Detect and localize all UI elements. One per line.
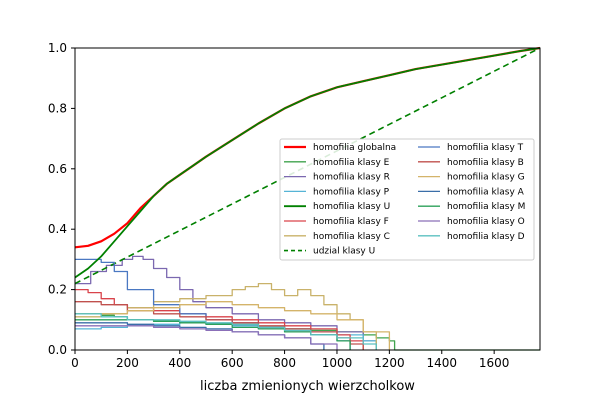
x-tick-label: 1600 [479, 356, 510, 370]
y-tick-label: 0.6 [48, 162, 67, 176]
series-line-homofilia-klasy-R [75, 255, 377, 350]
legend-label: homofilia klasy D [447, 232, 525, 242]
x-axis-label: liczba zmienionych wierzcholkow [200, 379, 415, 394]
y-tick-label: 0.8 [48, 101, 67, 115]
legend-label: homofilia klasy M [447, 202, 525, 212]
axis-ticks: 0 200 400 600 800 1000 1200 1400 1600 0.0 0.2 0.4 0.… [48, 41, 510, 370]
series-line-homofilia-klasy-D [75, 313, 377, 350]
plot-frame [74, 47, 541, 351]
x-tick-label: 0 [71, 356, 79, 370]
legend-label: homofilia klasy G [447, 173, 525, 183]
y-tick-label: 0.4 [48, 222, 67, 236]
legend-label: homofilia klasy C [313, 232, 390, 242]
series-line-homofilia-klasy-U [74, 47, 541, 279]
x-tick-label: 1400 [426, 356, 457, 370]
legend-label: udzial klasy U [313, 247, 375, 257]
x-tick-label: 1200 [374, 356, 405, 370]
legend-label: homofilia klasy P [313, 187, 390, 197]
legend-label: homofilia klasy A [447, 187, 525, 197]
x-tick-label: 1000 [322, 356, 353, 370]
y-tick-label: 0.0 [48, 343, 67, 357]
x-tick-label: 800 [273, 356, 296, 370]
legend-label: homofilia klasy B [447, 158, 524, 168]
legend-box [279, 138, 535, 261]
legend: homofilia globalna homofilia klasy E homof… [279, 138, 535, 261]
series-line-homofilia-klasy-G [75, 301, 391, 350]
x-tick-label: 400 [168, 356, 191, 370]
x-tick-label: 600 [221, 356, 244, 370]
y-tick-label: 0.2 [48, 283, 67, 297]
x-tick-label: 200 [116, 356, 139, 370]
legend-label: homofilia klasy E [313, 158, 390, 168]
legend-label: homofilia klasy O [447, 217, 525, 227]
series-line-homofilia-klasy-O [75, 325, 338, 350]
legend-label: homofilia globalna [313, 143, 396, 153]
legend-label: homofilia klasy R [313, 173, 390, 183]
y-tick-label: 1.0 [48, 41, 67, 55]
legend-label: homofilia klasy U [313, 202, 390, 212]
legend-label: homofilia klasy F [313, 217, 389, 227]
plot-lines [74, 46, 541, 351]
legend-label: homofilia klasy T [447, 143, 524, 153]
